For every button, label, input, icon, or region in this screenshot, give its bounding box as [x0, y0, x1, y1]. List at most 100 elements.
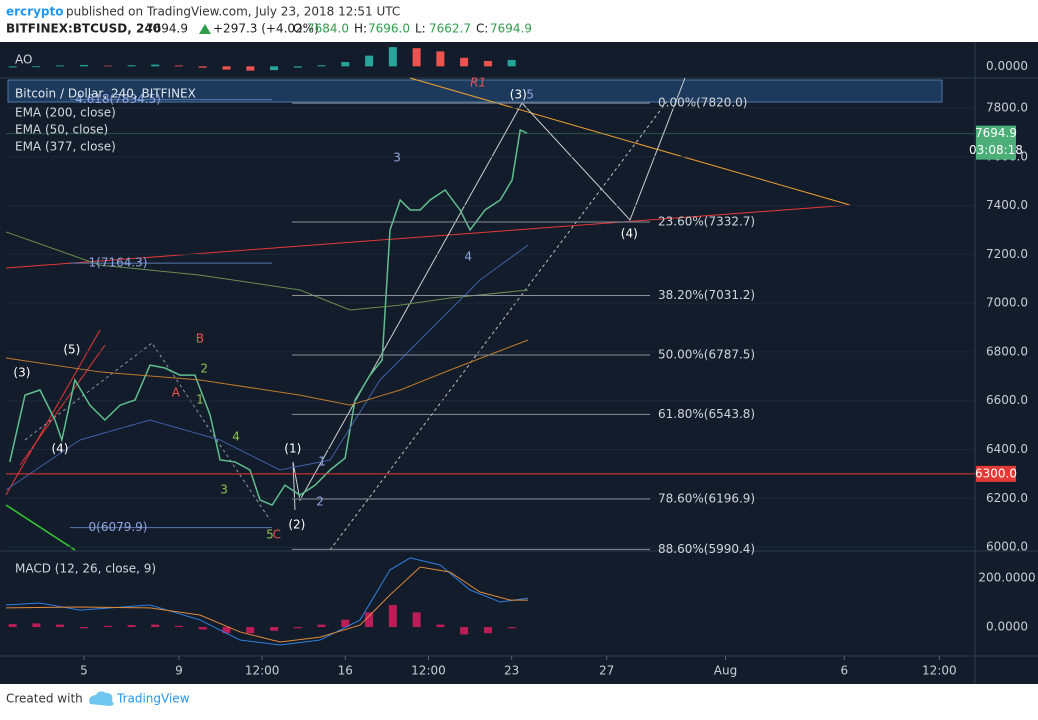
x-tick-label: 12:00	[411, 664, 446, 678]
legend-entry: EMA (50, close)	[15, 123, 108, 137]
y-tick-label: 6600.0	[986, 393, 1028, 407]
price-tag: 6300.0	[975, 466, 1017, 480]
wave-label: 5	[526, 88, 534, 102]
legend-entry: Bitcoin / Dollar, 240, BITFINEX	[15, 87, 196, 101]
fib-label: 61.80%(6543.8)	[658, 407, 755, 421]
ao-bar	[32, 66, 41, 68]
legend-highlight	[7, 79, 943, 103]
wave-label: 4	[464, 250, 472, 264]
wave-label: (1)	[284, 442, 301, 456]
wave-label: 1	[318, 454, 326, 468]
wave-label: A	[172, 385, 181, 399]
ao-bar	[436, 51, 445, 67]
series-line	[9, 128, 528, 507]
countdown: 03:08:18	[969, 143, 1023, 157]
ao-bar	[198, 66, 207, 68]
x-tick-label: 6	[840, 664, 848, 678]
wave-label: B	[196, 332, 204, 346]
wave-label: (4)	[621, 227, 638, 241]
fib-label: 78.60%(6196.9)	[658, 492, 755, 506]
ao-bar	[8, 66, 17, 68]
wave-path	[292, 77, 686, 511]
change: +297.3 (+4.02%)	[213, 22, 319, 36]
macd-hist	[483, 627, 492, 634]
published: published on TradingView.com, July 23, 2…	[66, 5, 400, 19]
ao-bar	[388, 47, 397, 67]
macd-hist	[198, 627, 207, 630]
x-tick-label: 27	[599, 664, 614, 678]
y-tick-label: 200.0000	[978, 571, 1035, 585]
macd-hist	[79, 627, 88, 629]
wave-label: 1	[196, 392, 204, 406]
header-bg	[0, 0, 1038, 42]
wave-label: 3	[220, 482, 228, 496]
macd-hist	[174, 625, 183, 628]
chart-bg	[0, 42, 1038, 684]
macd-hist	[127, 625, 136, 628]
ohlc-value: 7662.7	[429, 22, 471, 36]
fib-label: 50.00%(6787.5)	[658, 347, 755, 361]
footer-bg	[0, 684, 1038, 716]
price: 7694.9	[146, 22, 188, 36]
x-tick-label: 23	[504, 664, 519, 678]
symbol: BITFINEX:BTCUSD, 240	[6, 22, 161, 36]
trend-line	[19, 344, 106, 466]
macd-hist	[507, 627, 516, 629]
macd-hist	[56, 624, 65, 628]
macd-hist	[32, 623, 41, 628]
fib-label: 88.60%(5990.4)	[658, 542, 755, 556]
ohlc-value: 7684.0	[307, 22, 349, 36]
x-tick-label: 16	[338, 664, 353, 678]
ao-bar	[174, 65, 183, 67]
ohlc-value: 7694.9	[490, 22, 532, 36]
footer-text: Created with	[6, 692, 83, 706]
wave-label: (3)	[13, 366, 30, 380]
macd-hist	[365, 612, 374, 628]
extension-label: 0(6079.9)	[89, 520, 148, 534]
wave-label: 2	[316, 494, 324, 508]
series-line	[5, 244, 529, 491]
wave-label: (2)	[288, 518, 305, 532]
y-tick-label: 7800.0	[986, 101, 1028, 115]
y-tick-label: 7200.0	[986, 247, 1028, 261]
y-tick-label: 6800.0	[986, 344, 1028, 358]
author: ercrypto	[6, 5, 63, 19]
x-tick-label: 9	[175, 664, 183, 678]
ao-bar	[483, 61, 492, 67]
macd-hist	[270, 627, 279, 631]
x-tick-label: 5	[80, 664, 88, 678]
macd-hist	[103, 625, 112, 628]
pane-title: MACD (12, 26, close, 9)	[15, 562, 156, 576]
macd-hist	[8, 624, 17, 628]
price-tag-bg	[976, 125, 1016, 160]
series-line	[5, 557, 529, 646]
ohlc-key: O:	[293, 22, 306, 36]
ao-bar	[79, 65, 88, 67]
pane-title: AO	[15, 53, 32, 67]
trend-line	[5, 504, 76, 551]
wave-label: 5	[266, 528, 274, 542]
legend-entry: EMA (377, close)	[15, 140, 116, 154]
ohlc-key: H:	[354, 22, 367, 36]
extension-label: 4.618(7834.5)	[75, 92, 161, 106]
series-line	[5, 339, 529, 406]
fib-label: 0.00%(7820.0)	[658, 96, 747, 110]
wave-label: 2	[200, 362, 208, 376]
macd-hist	[388, 604, 397, 628]
ao-bar	[507, 59, 516, 67]
ao-bar	[293, 66, 302, 68]
series-line	[5, 566, 529, 643]
wave-label: 4	[232, 430, 240, 444]
ao-bar	[222, 66, 231, 70]
wave-label: 3	[393, 151, 401, 165]
wave-label: (4)	[51, 442, 68, 456]
macd-hist	[222, 627, 231, 634]
macd-hist	[317, 624, 326, 628]
y-tick-label: 0.0000	[986, 620, 1028, 634]
ao-bar	[246, 66, 255, 71]
ao-bar	[365, 55, 374, 67]
footer-brand: TradingView	[116, 692, 190, 706]
macd-hist	[412, 612, 421, 628]
